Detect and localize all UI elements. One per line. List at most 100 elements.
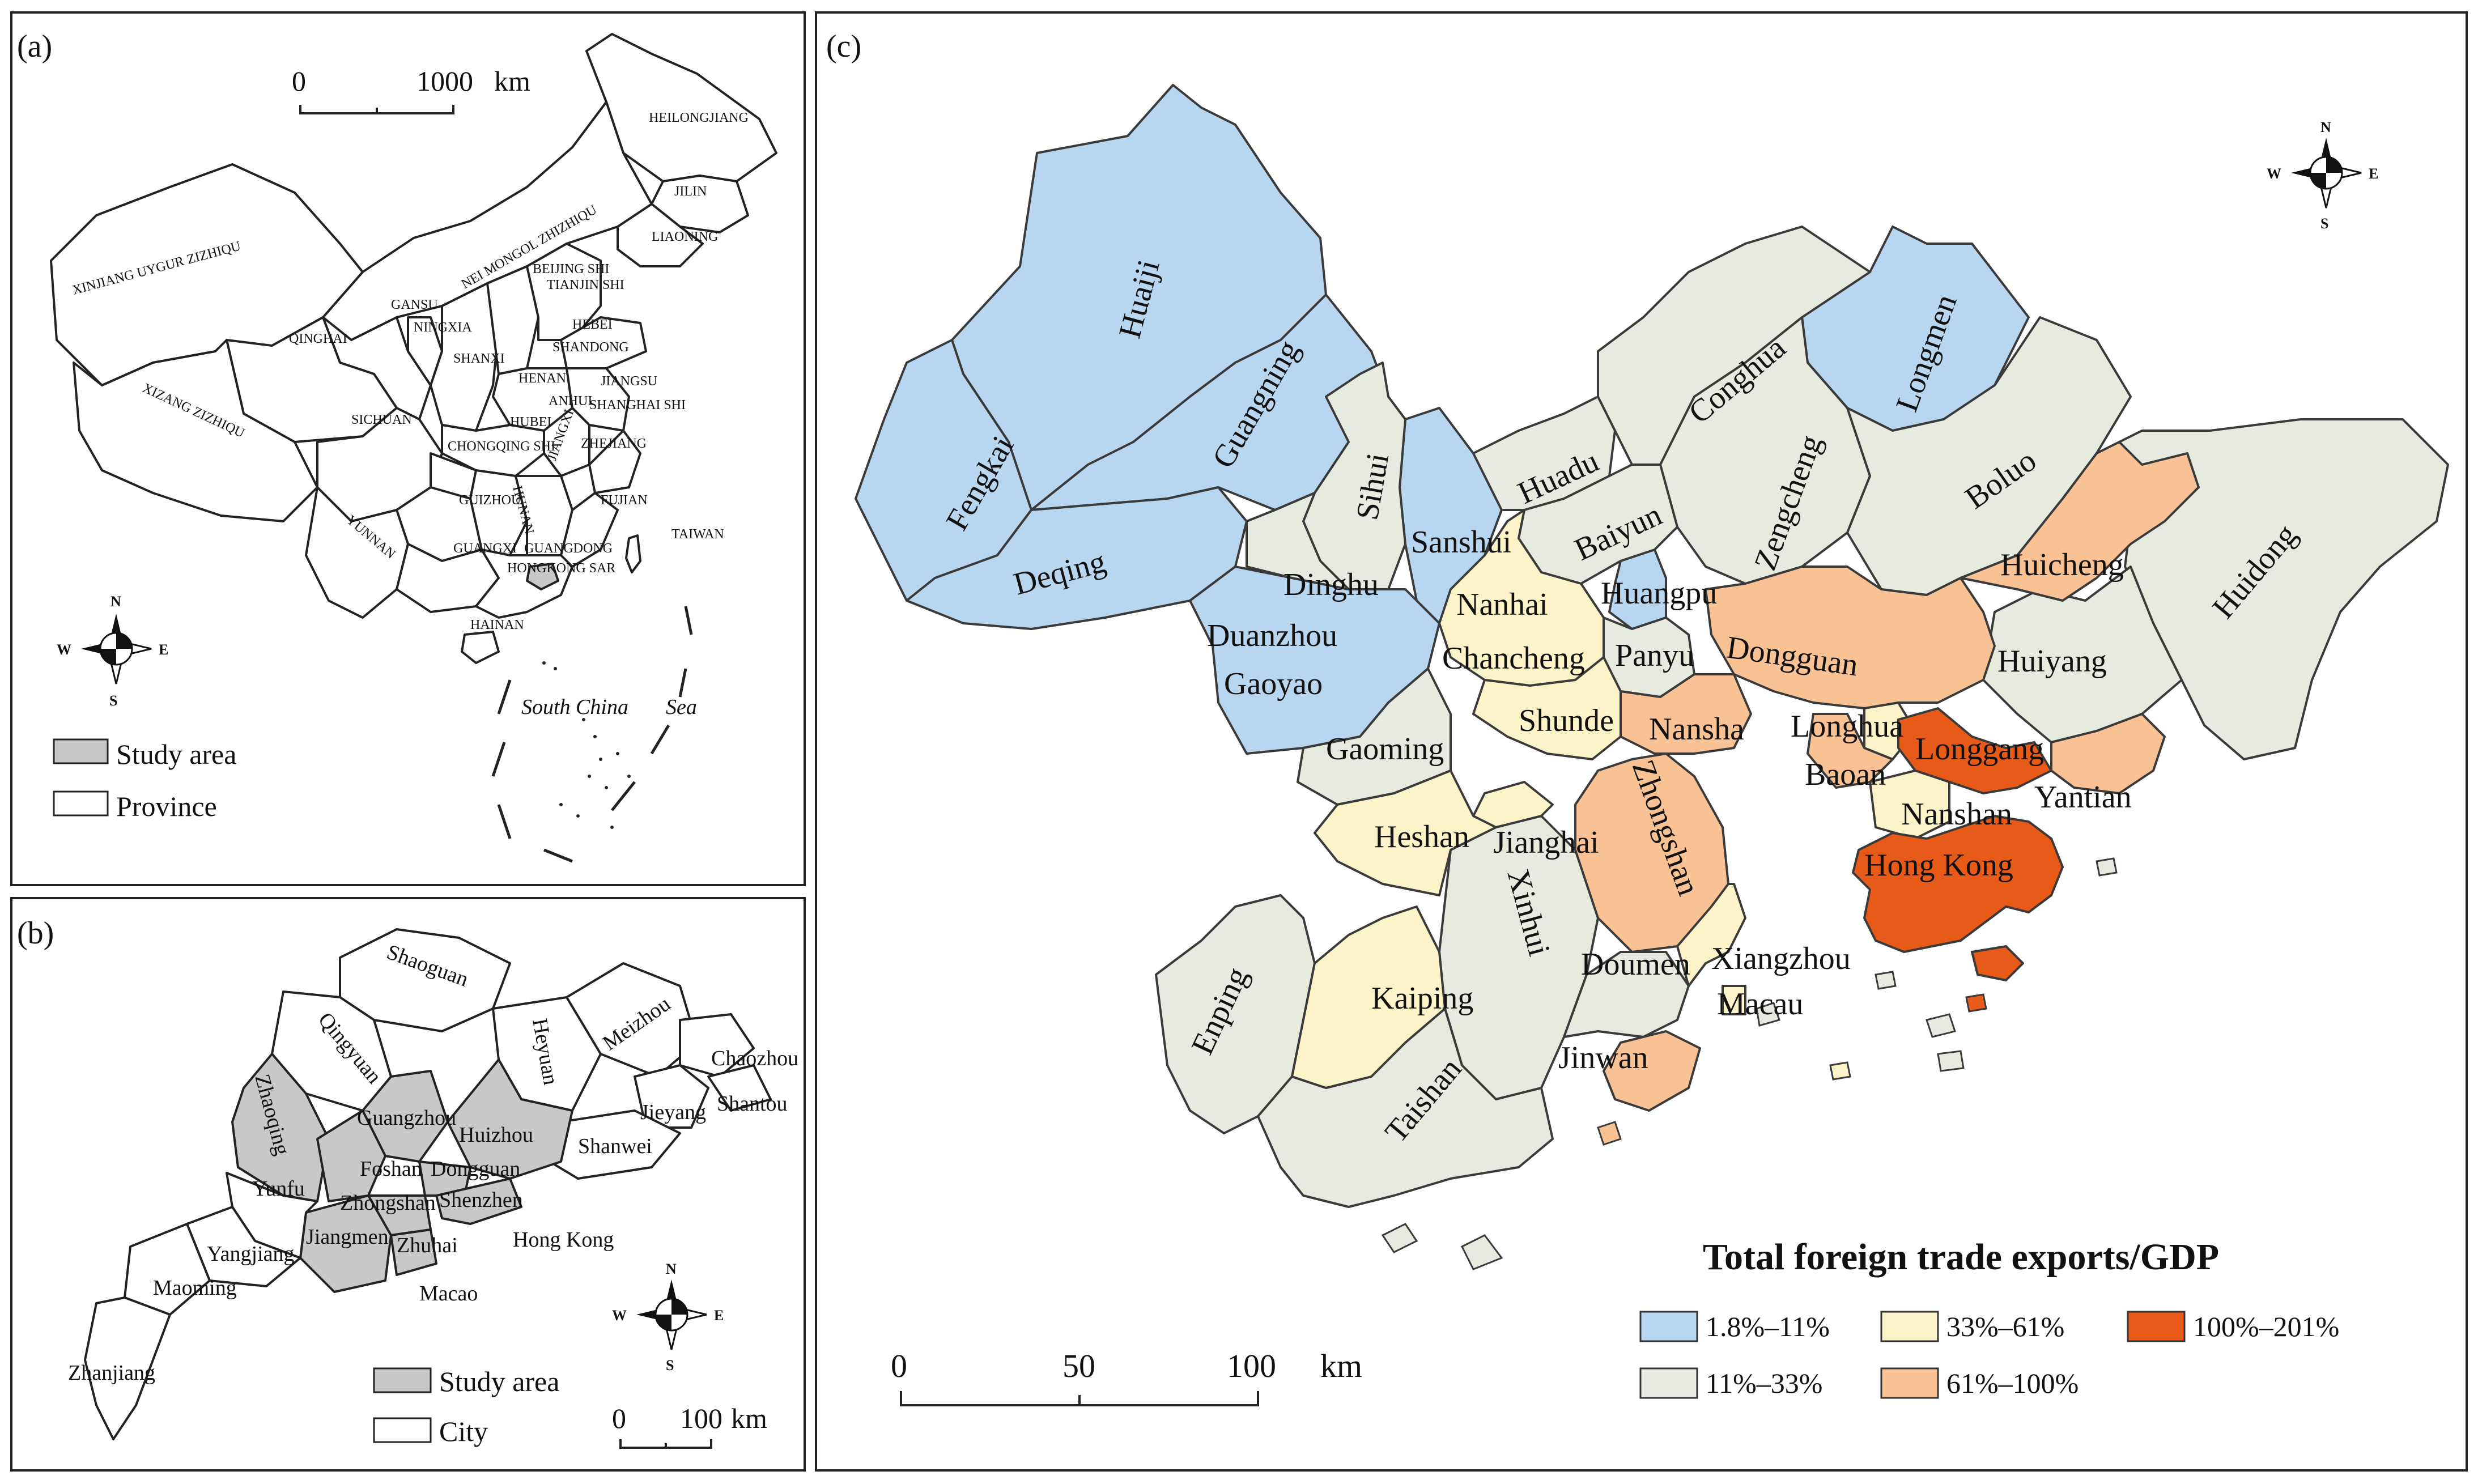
city-label: Maoming	[153, 1276, 237, 1300]
province-outline-hainan	[461, 631, 500, 664]
district-label: Longhua	[1791, 709, 1903, 744]
guangdong-cities-map	[84, 928, 772, 1440]
district-heshan	[1314, 769, 1497, 896]
province-label: GUANGDONG	[524, 541, 613, 556]
city-outline-foshan	[316, 1109, 386, 1202]
scale-bar-line	[299, 105, 454, 114]
city-outline-maoming	[124, 1223, 211, 1316]
compass-east-label: E	[714, 1307, 724, 1324]
province-outline-xizang	[73, 339, 318, 522]
legend-class-label: 61%–100%	[1946, 1367, 2079, 1399]
compass-south-label: S	[2320, 215, 2328, 232]
legend-title: Total foreign trade exports/GDP	[1703, 1236, 2219, 1278]
province-label: NINGXIA	[414, 320, 472, 335]
city-outline-chaozhou	[679, 1013, 755, 1078]
province-label: SHANXI	[453, 351, 505, 366]
legend-swatch-city	[373, 1417, 432, 1443]
scale-zero: 0	[292, 65, 306, 97]
scale-unit: km	[731, 1402, 767, 1434]
scale-mid: 50	[1062, 1347, 1095, 1384]
city-label: Guangzhou	[357, 1106, 456, 1130]
district-zhongshan	[1574, 752, 1729, 953]
city-label: Jiangmen	[306, 1225, 389, 1249]
district-fengkai	[855, 339, 1032, 602]
legend-item: 1.8%–11%	[1639, 1311, 1830, 1342]
city-label: Hong Kong	[513, 1228, 614, 1252]
district-label: Gaoyao	[1224, 666, 1323, 701]
city-outline-huizhou	[447, 1058, 573, 1180]
legend-label-study-area: Study area	[116, 738, 236, 770]
district-longgang	[1897, 707, 2052, 794]
legend-item: 100%–201%	[2127, 1311, 2339, 1342]
province-label: SICHUAN	[351, 413, 412, 427]
district-yantian	[2050, 713, 2166, 794]
district-label: Duanzhou	[1207, 618, 1337, 653]
legend-swatch	[1880, 1367, 1939, 1399]
panel-a-scale-bar: 0 1000 km	[292, 65, 530, 114]
legend-class-label: 100%–201%	[2193, 1311, 2339, 1342]
district-baoan	[1807, 713, 1894, 789]
city-label: Shantou	[717, 1092, 788, 1116]
city-label: Yangjiang	[207, 1242, 295, 1266]
district-huicheng	[1960, 441, 2200, 602]
district-label: Hong Kong	[1864, 848, 2013, 883]
coastal-islands	[1381, 857, 2118, 1270]
province-label: HONGKONG SAR	[507, 561, 615, 576]
panel-c-legend: Total foreign trade exports/GDP 1.8%–11%…	[1639, 1236, 2339, 1399]
province-label: ANHUI	[549, 394, 592, 409]
city-label: Jieyang	[640, 1100, 706, 1124]
panel-c-north-arrow: N S E W	[2267, 119, 2378, 232]
nine-dash-line	[491, 606, 693, 863]
legend-swatch-study-area	[53, 738, 109, 764]
city-label: Macao	[419, 1282, 478, 1306]
panel-c-label: (c)	[826, 29, 861, 64]
city-label: Shanwei	[578, 1134, 652, 1158]
province-label: LIAONING	[652, 229, 718, 244]
legend-swatch	[2127, 1311, 2186, 1342]
legend-class-label: 33%–61%	[1946, 1311, 2064, 1342]
city-label: Zhuhai	[397, 1234, 458, 1257]
city-label: Foshan	[360, 1157, 422, 1181]
district-xiangzhou	[1676, 883, 1746, 987]
district-label: Yantian	[2034, 780, 2132, 815]
panel-c-scale-bar: 0 50 100 km	[891, 1347, 1362, 1406]
compass-north-label: N	[2320, 119, 2331, 135]
district-label: Panyu	[1615, 638, 1694, 673]
district-hong-kong-island	[1971, 945, 2024, 981]
district-label: Macau	[1717, 987, 1803, 1022]
panel-a-label: (a)	[17, 29, 52, 64]
province-label: HEBEI	[572, 317, 613, 332]
china-provinces-map	[50, 33, 777, 863]
legend-item: 61%–100%	[1880, 1367, 2079, 1399]
district-label: Nansha	[1649, 712, 1744, 747]
panel-a-china-map: (a)	[10, 11, 806, 886]
province-label: CHONGQING SHI	[448, 439, 555, 454]
city-label: Yunfu	[252, 1177, 305, 1201]
province-outline-hubei	[441, 424, 545, 477]
district-huiyang	[1982, 565, 2183, 743]
province-outline-nei-mongol	[322, 101, 653, 341]
province-label: HEILONGJIANG	[649, 110, 749, 125]
district-label: Jianghai	[1493, 825, 1599, 860]
city-outline-zhuhai	[390, 1228, 437, 1276]
district-hong-kong	[1852, 815, 2064, 953]
scale-distance: 100	[1227, 1347, 1276, 1384]
district-label: Sanshui	[1411, 525, 1511, 560]
scale-bar-line	[900, 1391, 1259, 1406]
province-label: TIANJIN SHI	[547, 278, 624, 292]
district-guangning	[1030, 294, 1389, 511]
legend-class-label: 11%–33%	[1706, 1367, 1822, 1399]
city-label: Zhanjiang	[68, 1361, 155, 1385]
district-jinwan	[1603, 1030, 1701, 1112]
scale-zero: 0	[891, 1347, 907, 1384]
panel-b-label: (b)	[17, 916, 54, 951]
province-label: FUJIAN	[601, 493, 648, 508]
legend-swatch-province	[53, 790, 109, 817]
compass-east-label: E	[159, 641, 168, 658]
legend-item: 33%–61%	[1880, 1311, 2064, 1342]
sea-label-south-china: South China	[521, 695, 628, 719]
district-label: Gaoming	[1326, 732, 1444, 767]
district-dongguan	[1705, 565, 1996, 709]
district-label: Xiangzhou	[1711, 941, 1851, 976]
district-label: Jinwan	[1558, 1040, 1648, 1075]
